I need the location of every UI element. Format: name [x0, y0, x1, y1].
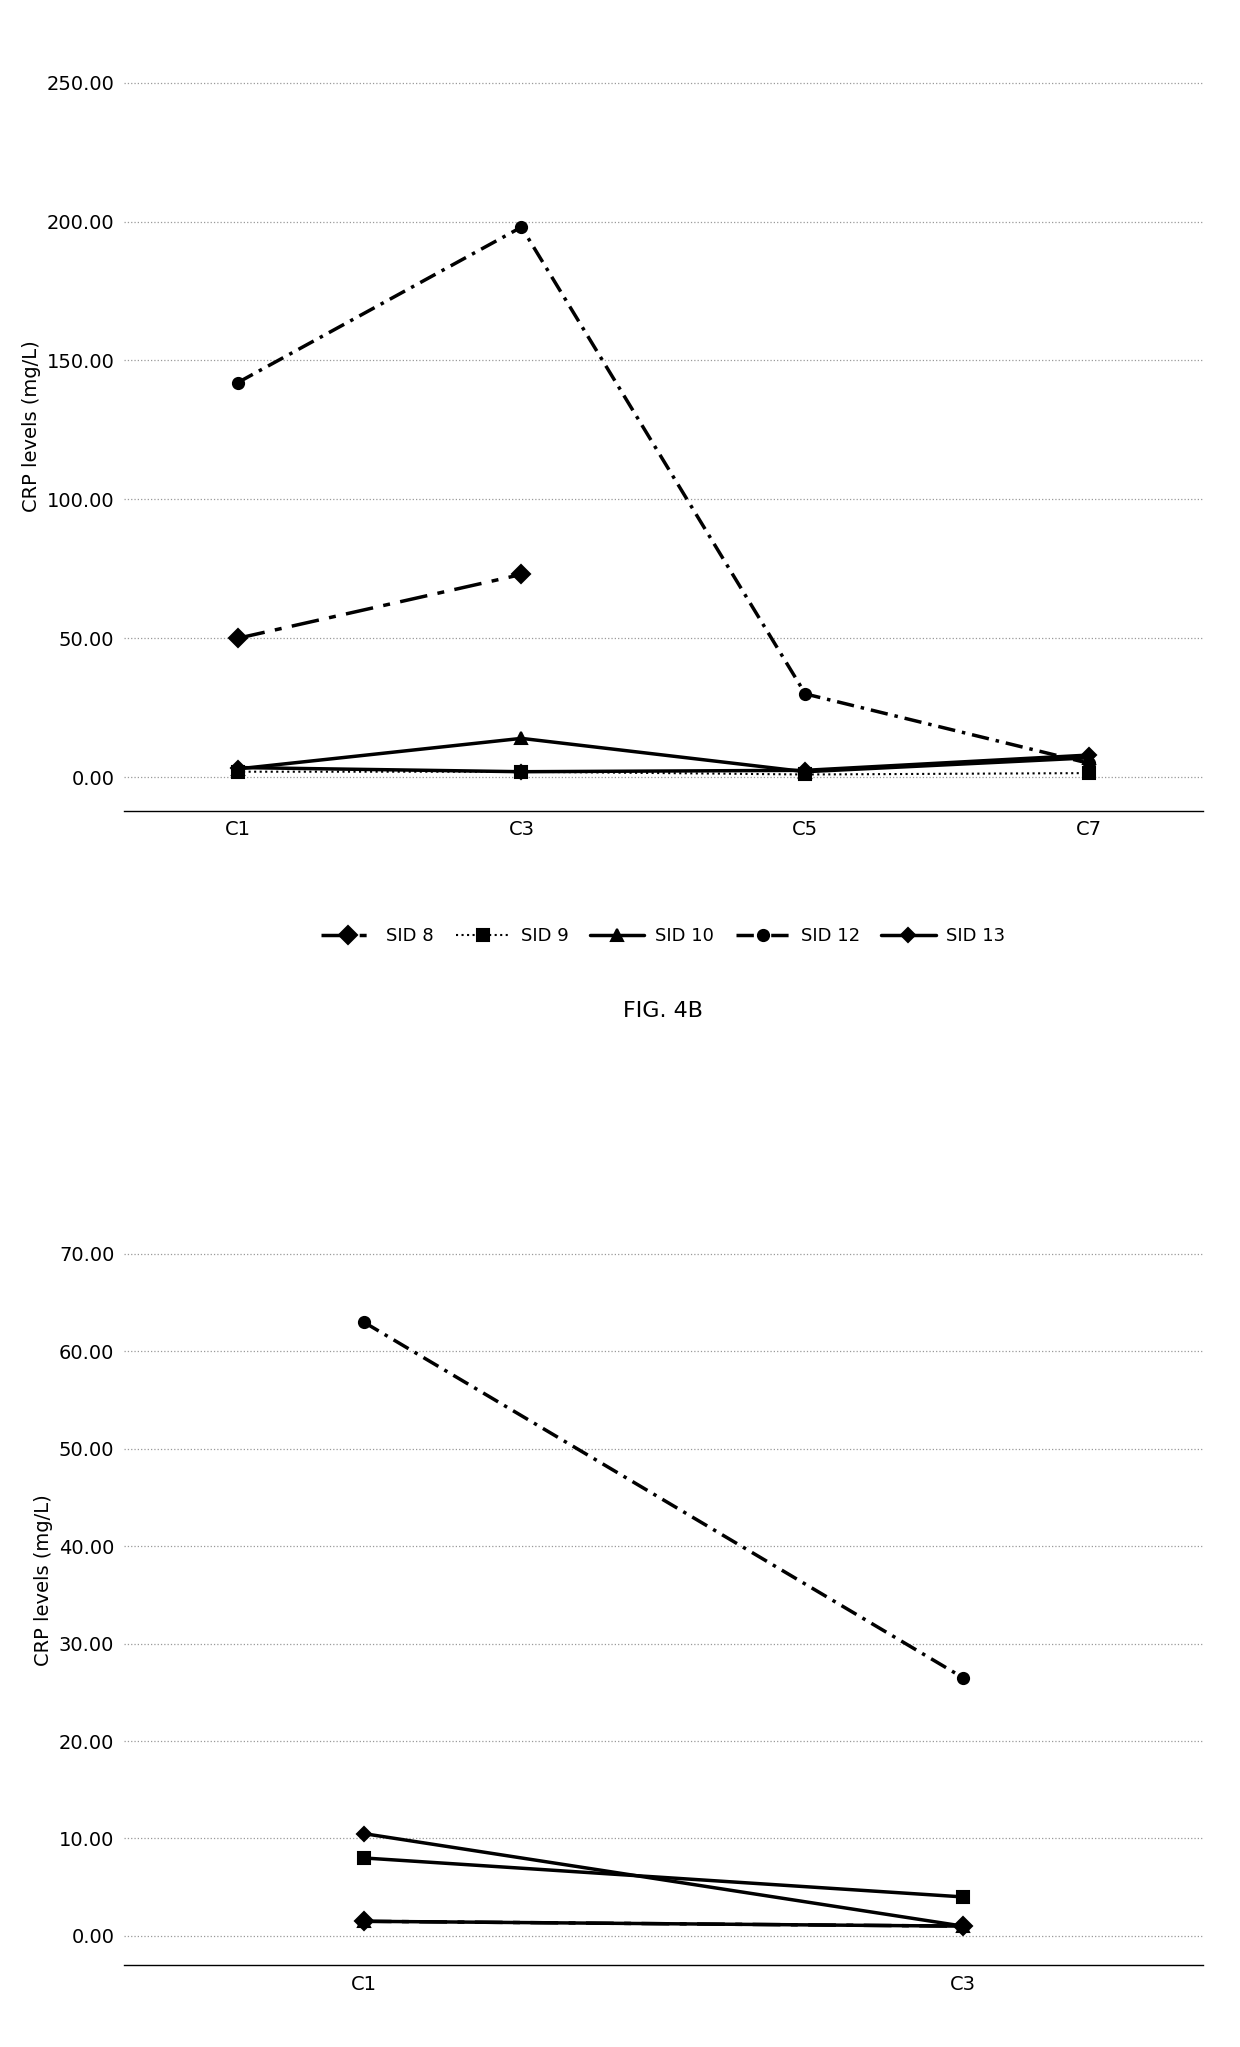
Y-axis label: CRP levels (mg/L): CRP levels (mg/L) — [22, 340, 41, 512]
Text: FIG. 4B: FIG. 4B — [624, 1001, 703, 1021]
Y-axis label: CRP levels (mg/L): CRP levels (mg/L) — [35, 1494, 53, 1666]
Legend: SID 8, SID 9, SID 10, SID 12, SID 13: SID 8, SID 9, SID 10, SID 12, SID 13 — [314, 919, 1013, 952]
